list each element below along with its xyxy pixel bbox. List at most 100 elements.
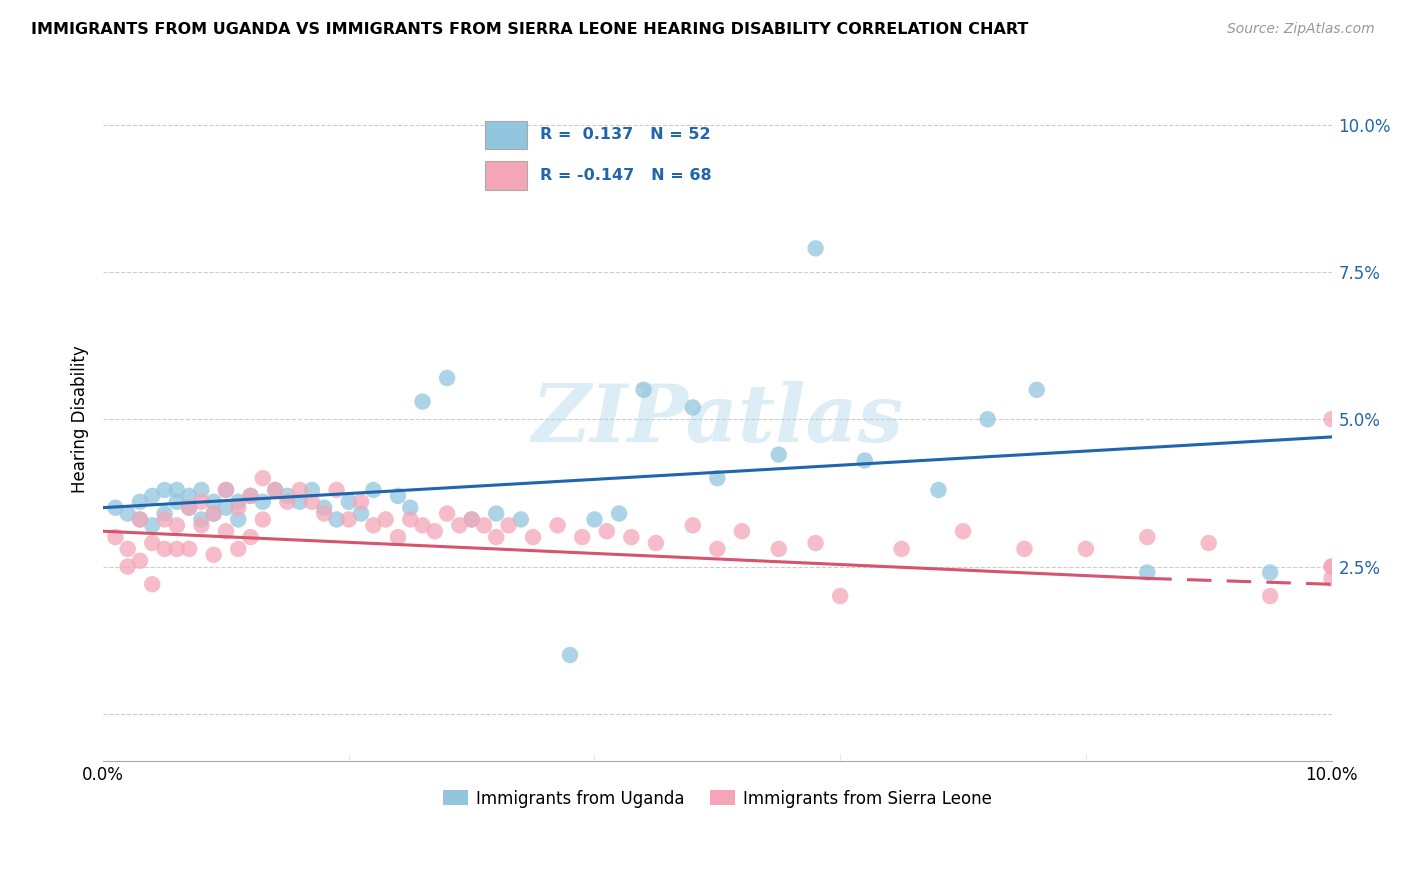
Point [239,489,262,503]
Point [485,507,508,521]
Point [104,530,127,544]
Point [325,483,347,497]
Point [804,241,827,255]
Point [607,507,630,521]
Point [166,495,188,509]
Point [558,648,581,662]
Point [239,489,262,503]
Point [436,507,458,521]
Point [509,512,531,526]
Point [325,512,347,526]
Point [252,471,274,485]
Point [387,530,409,544]
Point [571,530,593,544]
Point [1320,571,1343,585]
Point [129,512,152,526]
Point [276,489,298,503]
Point [1320,412,1343,426]
Point [166,541,188,556]
Point [288,495,311,509]
Point [830,589,852,603]
Point [276,495,298,509]
Point [215,483,238,497]
Point [129,554,152,568]
Point [731,524,754,539]
Point [706,541,728,556]
Point [927,483,949,497]
Point [226,495,249,509]
Point [645,536,668,550]
Point [1198,536,1220,550]
Point [387,489,409,503]
Point [768,448,790,462]
Point [117,541,139,556]
Point [620,530,643,544]
Point [596,524,619,539]
Point [412,518,434,533]
Point [288,483,311,497]
Point [363,518,385,533]
Point [1320,559,1343,574]
Point [179,489,201,503]
Point [314,507,336,521]
Text: ZIPatlas: ZIPatlas [531,381,904,458]
Point [436,371,458,385]
Point [952,524,974,539]
Point [472,518,495,533]
Point [153,483,176,497]
Point [1320,559,1343,574]
Point [1014,541,1036,556]
Point [498,518,520,533]
Point [202,507,225,521]
Text: Source: ZipAtlas.com: Source: ZipAtlas.com [1227,22,1375,37]
Point [190,483,212,497]
Point [141,489,163,503]
Point [153,541,176,556]
Point [179,500,201,515]
Point [1025,383,1047,397]
Point [117,507,139,521]
Point [449,518,471,533]
Point [252,495,274,509]
Point [166,483,188,497]
Point [252,512,274,526]
Point [682,518,704,533]
Point [190,495,212,509]
Point [853,453,876,467]
Point [226,541,249,556]
Point [129,495,152,509]
Point [890,541,912,556]
Point [141,577,163,591]
Point [682,401,704,415]
Text: IMMIGRANTS FROM UGANDA VS IMMIGRANTS FROM SIERRA LEONE HEARING DISABILITY CORREL: IMMIGRANTS FROM UGANDA VS IMMIGRANTS FRO… [31,22,1028,37]
Point [264,483,287,497]
Point [976,412,998,426]
Point [363,483,385,497]
Point [1136,566,1159,580]
Point [350,495,373,509]
Point [583,512,606,526]
Point [522,530,544,544]
Point [179,500,201,515]
Legend: Immigrants from Uganda, Immigrants from Sierra Leone: Immigrants from Uganda, Immigrants from … [436,783,998,814]
Point [301,495,323,509]
Point [190,512,212,526]
Point [215,483,238,497]
Point [239,530,262,544]
Point [412,394,434,409]
Point [460,512,482,526]
Point [153,512,176,526]
Point [129,512,152,526]
Point [337,495,360,509]
Point [768,541,790,556]
Point [141,536,163,550]
Point [226,500,249,515]
Point [215,524,238,539]
Point [104,500,127,515]
Point [117,559,139,574]
Point [460,512,482,526]
Point [547,518,569,533]
Point [141,518,163,533]
Point [337,512,360,526]
Point [706,471,728,485]
